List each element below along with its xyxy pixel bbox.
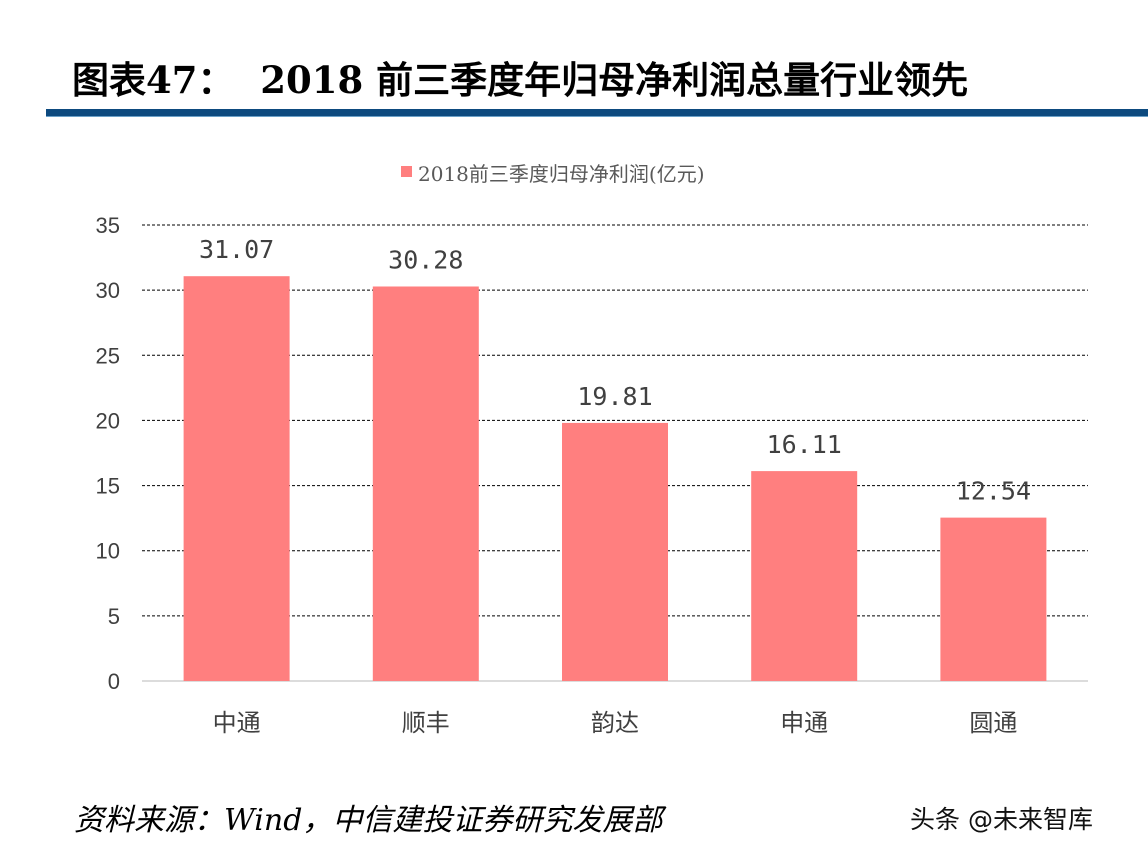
source-note: 资料来源：Wind，中信建投证券研究发展部 [74, 803, 663, 838]
x-tick-label: 韵达 [591, 709, 639, 737]
y-tick-label: 15 [96, 474, 120, 499]
watermark: 头条 @未来智库 [910, 805, 1093, 834]
x-tick-label: 顺丰 [402, 709, 450, 737]
data-label: 31.07 [199, 235, 274, 264]
y-tick-label: 5 [108, 604, 120, 629]
data-label: 16.11 [767, 430, 842, 459]
data-label: 12.54 [956, 477, 1031, 506]
data-label: 30.28 [388, 245, 463, 274]
legend-label: 2018前三季度归母净利润(亿元) [418, 162, 705, 186]
legend-swatch [401, 166, 412, 177]
x-tick-label: 圆通 [969, 709, 1017, 737]
y-tick-label: 25 [96, 343, 120, 368]
title-divider [46, 109, 1148, 117]
data-label: 19.81 [577, 382, 652, 411]
y-tick-label: 35 [96, 213, 120, 238]
y-tick-label: 20 [96, 408, 120, 433]
y-tick-label: 10 [96, 539, 120, 564]
bar [940, 517, 1047, 681]
x-tick-label: 申通 [780, 709, 828, 737]
y-tick-label: 0 [108, 669, 120, 694]
y-tick-label: 30 [96, 278, 120, 303]
x-tick-label: 中通 [213, 709, 261, 737]
bar [183, 276, 290, 681]
bar [372, 286, 479, 681]
bar [562, 422, 668, 681]
figure-title: 图表47： 2018 前三季度年归母净利润总量行业领先 [72, 58, 969, 102]
bar [751, 471, 858, 681]
